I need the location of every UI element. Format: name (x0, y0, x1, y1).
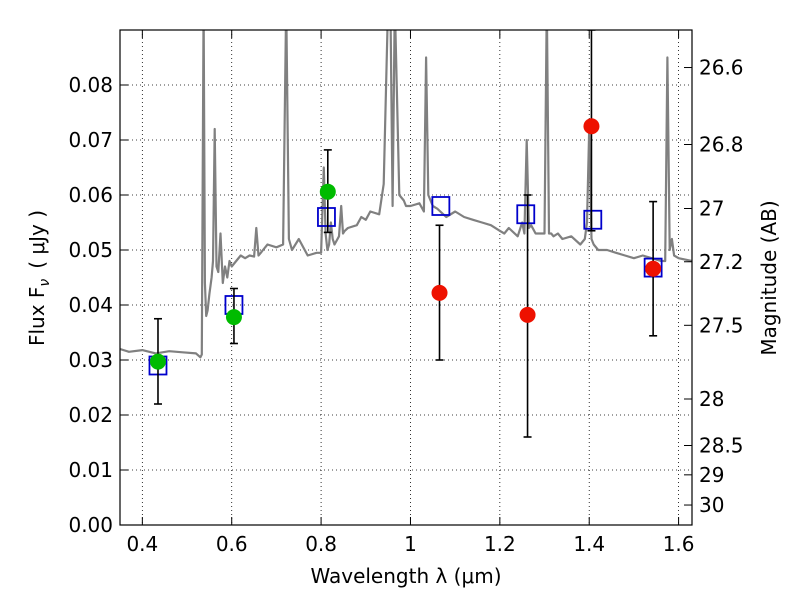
y-tick-label: 0.08 (68, 73, 113, 97)
y-axis-label-unit: ( μJy ) (25, 210, 49, 269)
y-tick-label: 0.06 (68, 183, 113, 207)
svg-text:Flux Fν( μJy ): Flux Fν ( μJy ) (25, 210, 53, 346)
photometry-point (319, 183, 336, 200)
y-axis-label-subscript: ν (37, 279, 53, 287)
model-square-marker (583, 209, 603, 230)
y2-tick-label: 28 (699, 387, 724, 411)
y-axis-label-main: Flux F (25, 287, 49, 346)
y-tick-label: 0.03 (68, 348, 113, 372)
x-tick-label: 0.8 (305, 532, 337, 556)
y2-tick-label: 30 (699, 493, 724, 517)
y-tick-label: 0.05 (68, 238, 113, 262)
y-tick-label: 0.00 (68, 513, 113, 537)
y-tick-label: 0.04 (68, 293, 113, 317)
photometry-point (149, 353, 166, 370)
y2-tick-label: 26.6 (699, 56, 744, 80)
plot-frame (119, 29, 693, 526)
photometry-point (225, 309, 242, 326)
x-tick-label: 0.6 (216, 532, 248, 556)
photometry-point (519, 306, 536, 323)
photometry-point (431, 284, 448, 301)
x-tick-label: 1.6 (663, 532, 695, 556)
y2-tick-label: 27 (699, 197, 724, 221)
model-square-marker (516, 204, 536, 225)
y2-axis-label: Magnitude (AB) (757, 200, 781, 355)
y-tick-label: 0.01 (68, 458, 113, 482)
photometry-point (645, 260, 662, 277)
y2-tick-label: 29 (699, 463, 724, 487)
photometry-point (583, 118, 600, 135)
model-square-marker (317, 207, 336, 227)
y-axis-label: Flux Fν ( μJy ) (25, 210, 53, 346)
y2-tick-label: 28.5 (699, 434, 744, 458)
x-tick-label: 0.4 (126, 532, 158, 556)
y2-tick-label: 27.2 (699, 250, 744, 274)
model-square-marker (431, 196, 451, 216)
x-tick-label: 1.2 (484, 532, 516, 556)
plot-data (120, 30, 692, 438)
y2-tick-label: 27.5 (699, 313, 744, 337)
axes: 0.4 0.6 0.8 1 1.2 1.4 1.6 0.00 0.01 0.02 0.03 0.04 0… (68, 30, 744, 556)
spectrum-line (120, 30, 692, 359)
y2-tick-label: 26.8 (699, 132, 744, 156)
y-tick-label: 0.07 (68, 128, 113, 152)
x-tick-label: 1 (404, 532, 417, 556)
x-axis-label: Wavelength λ (μm) (310, 564, 501, 588)
y-tick-label: 0.02 (68, 403, 113, 427)
x-tick-label: 1.4 (573, 532, 605, 556)
